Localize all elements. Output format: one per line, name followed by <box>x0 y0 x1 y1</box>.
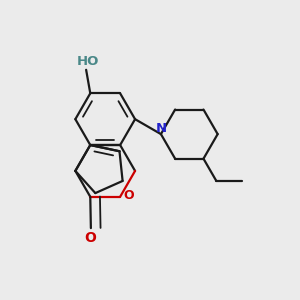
Text: O: O <box>84 231 96 245</box>
Text: N: N <box>155 122 167 135</box>
Text: HO: HO <box>76 55 99 68</box>
Text: O: O <box>123 189 134 202</box>
